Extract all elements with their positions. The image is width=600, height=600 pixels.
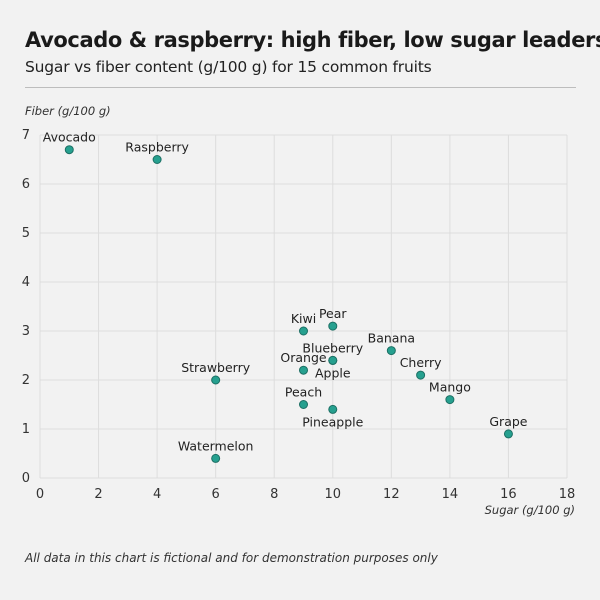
point-label-avocado: Avocado: [43, 130, 96, 145]
data-points: [64, 145, 513, 463]
x-tick-label: 2: [94, 487, 102, 502]
y-tick-label: 5: [22, 226, 30, 241]
x-tick-label: 4: [153, 487, 161, 502]
point-label-pineapple: Pineapple: [302, 414, 363, 429]
point-label-kiwi: Kiwi: [291, 311, 316, 326]
data-point-mango: [445, 395, 455, 405]
data-point-cherry: [416, 370, 426, 380]
y-tick-label: 4: [22, 275, 30, 290]
point-label-pear: Pear: [319, 306, 347, 321]
point-label-watermelon: Watermelon: [178, 438, 254, 453]
y-tick-label: 3: [22, 324, 30, 339]
y-tick-label: 7: [22, 128, 30, 143]
x-tick-label: 18: [559, 487, 576, 502]
point-label-peach: Peach: [285, 385, 322, 400]
point-label-orange: Orange: [280, 350, 326, 365]
data-point-pineapple: [328, 404, 338, 414]
point-label-blueberry: Blueberry: [302, 340, 363, 355]
point-label-apple: Apple: [315, 365, 351, 380]
point-label-grape: Grape: [489, 414, 527, 429]
x-tick-label: 8: [270, 487, 278, 502]
point-label-banana: Banana: [368, 331, 415, 346]
data-point-kiwi: [299, 326, 308, 336]
chart-subtitle: Sugar vs fiber content (g/100 g) for 15 …: [25, 58, 432, 76]
data-point-pear: [328, 321, 338, 331]
data-point-watermelon: [211, 453, 221, 463]
point-label-strawberry: Strawberry: [181, 360, 251, 375]
point-label-cherry: Cherry: [400, 355, 442, 370]
x-axis-label: Sugar (g/100 g): [484, 503, 575, 517]
point-label-mango: Mango: [429, 380, 471, 395]
y-tick-label: 0: [22, 471, 30, 486]
data-point-avocado: [64, 145, 74, 155]
x-tick-label: 10: [325, 487, 342, 502]
footnote: All data in this chart is fictional and …: [25, 551, 438, 565]
header-divider: [25, 87, 576, 88]
grid: [39, 134, 568, 479]
data-point-raspberry: [152, 155, 162, 164]
data-point-orange: [299, 365, 308, 375]
x-tick-label: 14: [442, 487, 459, 502]
x-tick-label: 12: [383, 487, 400, 502]
data-point-apple: [328, 355, 338, 365]
y-axis-label: Fiber (g/100 g): [25, 104, 111, 118]
x-tick-label: 6: [212, 487, 220, 502]
chart-title: Avocado & raspberry: high fiber, low sug…: [25, 28, 600, 52]
data-point-grape: [503, 429, 513, 439]
point-label-raspberry: Raspberry: [125, 140, 189, 155]
point-labels: Avocado Raspberry Kiwi Pear Banana BlueberryO…: [43, 130, 528, 454]
x-tick-label: 0: [36, 487, 44, 502]
data-point-strawberry: [211, 375, 221, 385]
data-point-banana: [386, 346, 396, 356]
y-tick-label: 2: [22, 373, 30, 388]
y-tick-label: 6: [22, 177, 30, 192]
data-point-peach: [299, 400, 308, 409]
x-tick-label: 16: [500, 487, 517, 502]
y-tick-label: 1: [22, 422, 30, 437]
